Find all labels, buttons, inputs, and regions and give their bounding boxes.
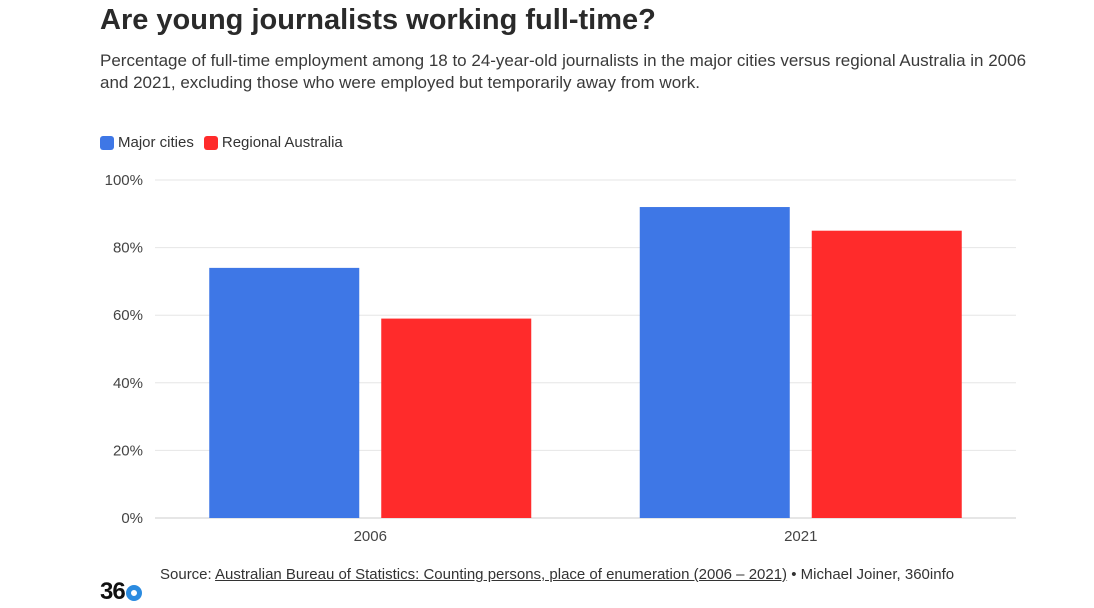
legend-swatch-major-cities bbox=[100, 135, 114, 150]
chart-title: Are young journalists working full-time? bbox=[100, 4, 656, 36]
y-tick-label: 20% bbox=[113, 442, 143, 459]
bar-regional-australia-2021 bbox=[811, 230, 962, 518]
logo-ring-icon bbox=[125, 585, 142, 601]
bar-major-cities-2006 bbox=[209, 267, 360, 518]
bar-major-cities-2021 bbox=[639, 207, 790, 518]
y-tick-label: 60% bbox=[113, 307, 143, 324]
y-tick-label: 40% bbox=[113, 375, 143, 392]
y-tick-label: 80% bbox=[113, 240, 143, 257]
legend-label-major-cities: Major cities bbox=[118, 134, 194, 151]
source-credit: • Michael Joiner, 360info bbox=[791, 566, 955, 583]
x-tick-label: 2021 bbox=[784, 528, 817, 545]
legend: Major cities Regional Australia bbox=[100, 134, 343, 151]
360info-logo: 36 bbox=[100, 578, 142, 606]
bar-chart: 0% 20% 40% 60% 80% 100% 2006 2021 bbox=[105, 172, 1016, 545]
legend-label-regional-australia: Regional Australia bbox=[221, 134, 343, 151]
legend-swatch-regional-australia bbox=[203, 135, 218, 150]
y-tick-label: 0% bbox=[121, 510, 143, 527]
logo-text: 36 bbox=[100, 578, 126, 605]
x-tick-label: 2006 bbox=[354, 528, 387, 545]
legend-item-major-cities: Major cities bbox=[100, 134, 194, 151]
source-footer: Source: Australian Bureau of Statistics:… bbox=[160, 565, 1020, 585]
source-link[interactable]: Australian Bureau of Statistics: Countin… bbox=[215, 566, 788, 583]
bar-regional-australia-2006 bbox=[381, 318, 532, 518]
legend-item-regional-australia: Regional Australia bbox=[203, 134, 343, 151]
y-tick-label: 100% bbox=[105, 172, 143, 189]
source-prefix: Source: bbox=[160, 566, 212, 583]
chart-subtitle: Percentage of full-time employment among… bbox=[100, 51, 1027, 92]
